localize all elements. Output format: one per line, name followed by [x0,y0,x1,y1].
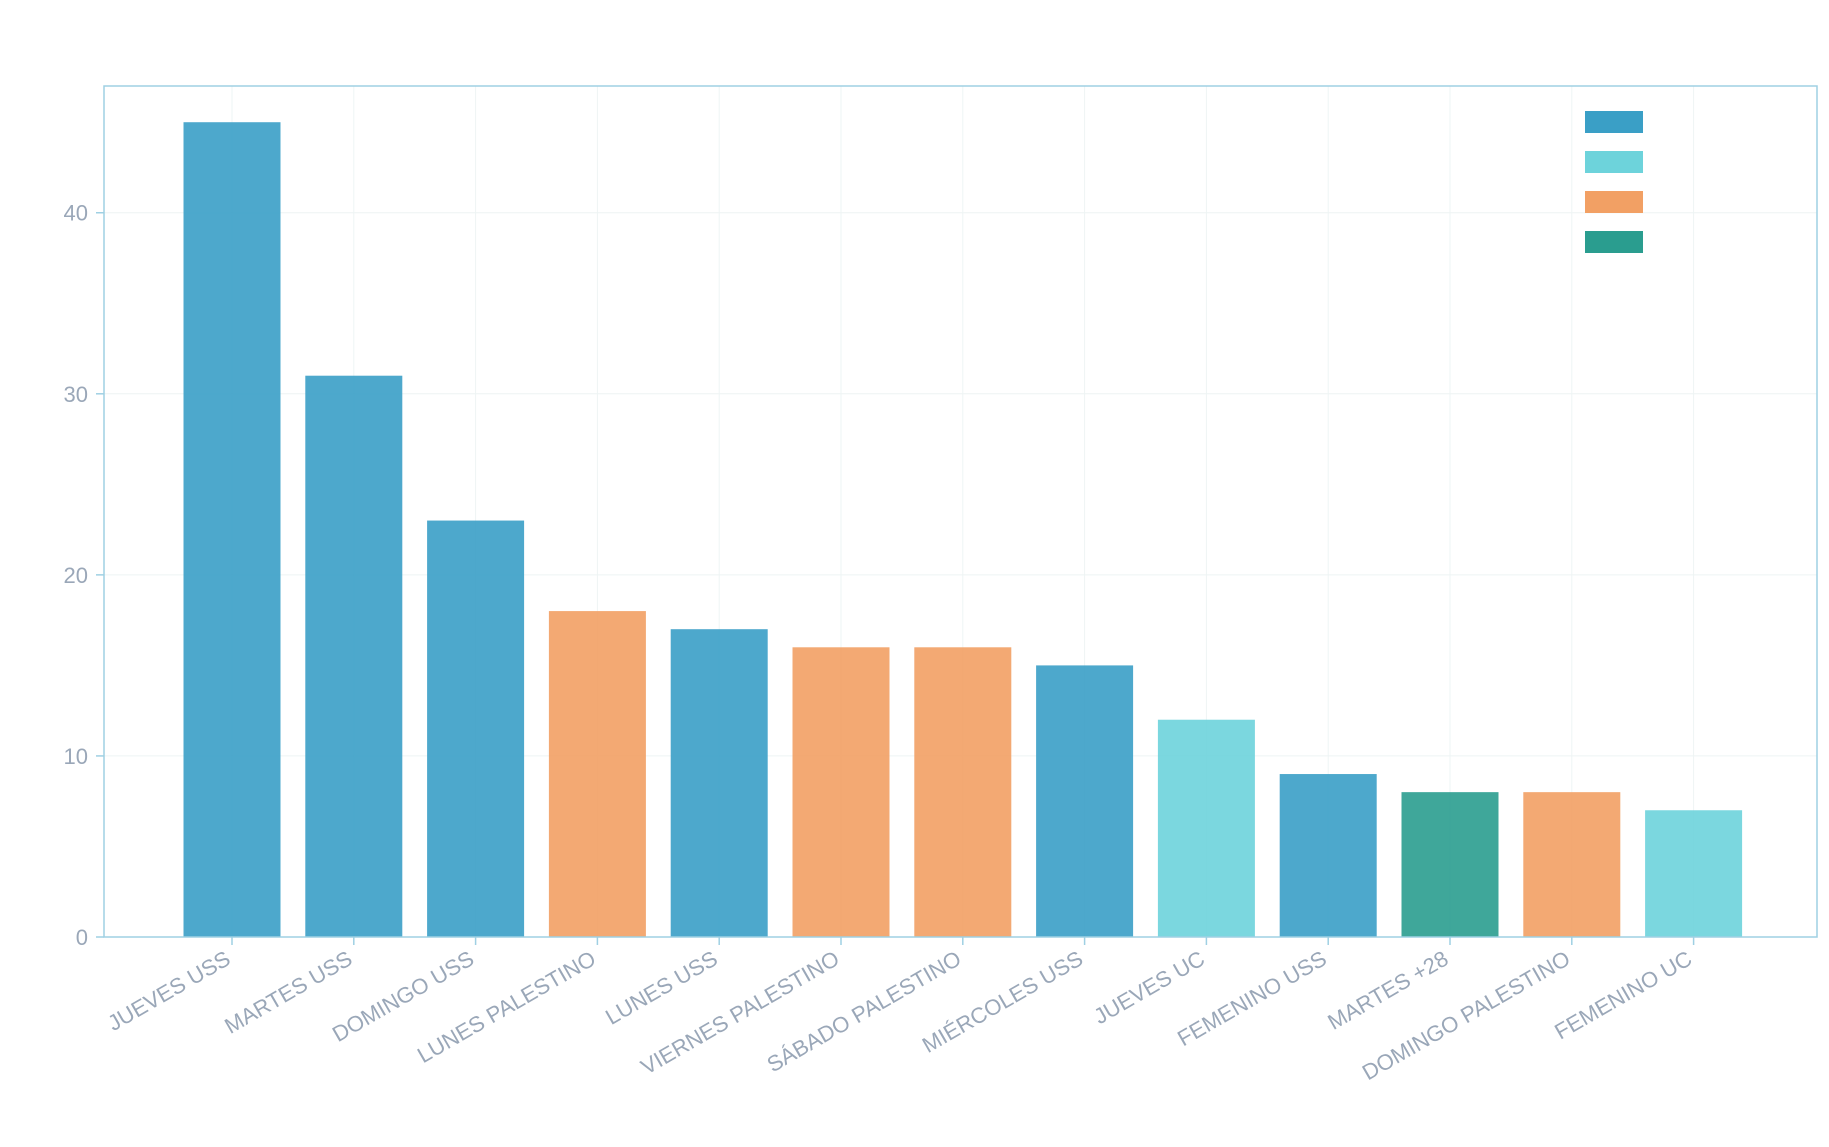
y-tick-label: 40 [64,201,88,226]
legend-swatch[interactable] [1585,151,1643,173]
x-tick-label: SÁBADO PALESTINO [763,946,966,1077]
y-tick-label: 0 [76,925,88,950]
bar[interactable] [305,375,403,937]
bars-layer [183,122,1743,937]
bar[interactable] [792,647,890,937]
y-tick-label: 10 [64,744,88,769]
x-tick-label: FEMENINO UC [1550,946,1696,1045]
legend-swatch[interactable] [1585,111,1643,133]
x-tick-label: JUEVES USS [103,946,234,1036]
x-tick-label: DOMINGO PALESTINO [1358,946,1574,1085]
bar[interactable] [1523,792,1621,937]
y-tick-label: 30 [64,382,88,407]
bar[interactable] [183,122,281,937]
plot-frame [103,85,1818,938]
bar[interactable] [1401,792,1499,937]
legend-swatch[interactable] [1585,191,1643,213]
x-tick-label: JUEVES UC [1089,946,1209,1029]
legend [1585,111,1643,253]
bar[interactable] [1279,774,1377,937]
y-tick-label: 20 [64,563,88,588]
legend-swatch[interactable] [1585,231,1643,253]
bar[interactable] [670,629,768,937]
bar[interactable] [1645,810,1743,937]
x-tick-label: VIERNES PALESTINO [637,946,844,1080]
bar[interactable] [1036,665,1134,937]
bar[interactable] [548,611,646,937]
x-tick-label: LUNES USS [601,946,722,1030]
bar[interactable] [1157,719,1255,937]
bar[interactable] [914,647,1012,937]
bar[interactable] [427,520,525,937]
